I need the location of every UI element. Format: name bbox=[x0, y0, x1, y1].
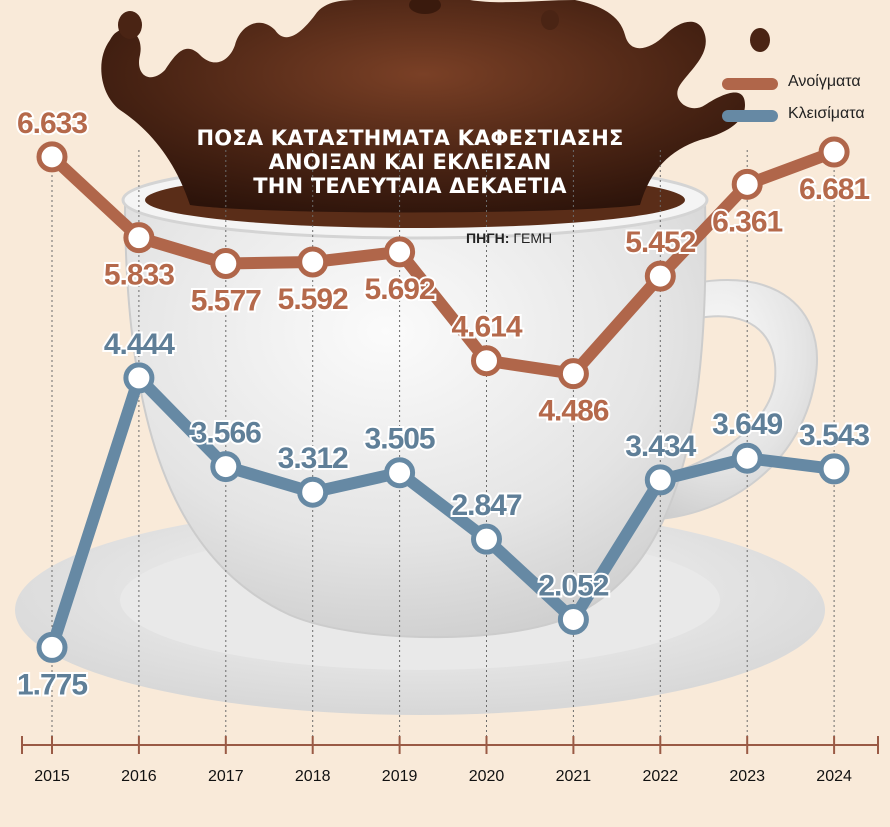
coffee-droplet bbox=[750, 28, 770, 52]
series-points bbox=[36, 136, 850, 663]
data-point-openings bbox=[644, 260, 676, 292]
data-label-openings: 5.592 bbox=[278, 283, 348, 316]
coffee-cup-illustration bbox=[15, 0, 825, 715]
legend-item-openings: Ανοίγματα bbox=[722, 72, 890, 94]
x-tick-label: 2021 bbox=[556, 768, 592, 785]
chart-title-line: ΑΝΟΙΞΑΝ ΚΑΙ ΕΚΛΕΙΣΑΝ bbox=[268, 150, 552, 174]
data-label-openings: 5.692 bbox=[365, 273, 435, 306]
series-line-closings bbox=[46, 371, 841, 654]
legend: Ανοίγματα Κλεισίματα bbox=[722, 72, 890, 136]
data-label-closings: 3.543 bbox=[799, 419, 869, 452]
data-label-openings: 6.633 bbox=[17, 107, 87, 140]
data-point-closings bbox=[471, 523, 502, 555]
data-label-closings: 3.649 bbox=[712, 408, 782, 441]
data-label-openings: 6.361 bbox=[712, 205, 782, 238]
data-label-closings: 3.312 bbox=[278, 442, 348, 475]
x-tick-label: 2023 bbox=[729, 768, 765, 785]
chart-title-line: ΤΗΝ ΤΕΛΕΥΤΑΙΑ ΔΕΚΑΕΤΙΑ bbox=[253, 174, 567, 198]
source-value: ΓΕΜΗ bbox=[513, 230, 553, 246]
data-point-openings bbox=[557, 358, 589, 390]
data-point-openings bbox=[471, 345, 502, 377]
data-label-closings: 2.052 bbox=[538, 569, 608, 602]
legend-label-openings: Ανοίγματα bbox=[788, 73, 861, 90]
data-point-openings bbox=[210, 247, 242, 279]
data-label-closings: 1.775 bbox=[17, 668, 87, 701]
coffee-droplet bbox=[541, 10, 559, 30]
data-point-closings bbox=[384, 457, 416, 489]
x-tick-label: 2015 bbox=[34, 768, 70, 785]
data-label-openings: 4.486 bbox=[538, 395, 608, 428]
chart-title-line: ΠΟΣΑ ΚΑΤΑΣΤΗΜΑΤΑ ΚΑΦΕΣΤΙΑΣΗΣ bbox=[196, 126, 624, 150]
data-point-closings bbox=[818, 453, 850, 485]
x-tick-label: 2018 bbox=[295, 768, 331, 785]
data-label-closings: 4.444 bbox=[104, 328, 175, 361]
cup-body bbox=[123, 199, 707, 639]
x-tick-label: 2017 bbox=[208, 768, 244, 785]
data-point-closings bbox=[36, 631, 68, 663]
x-tick-label: 2019 bbox=[382, 768, 418, 785]
data-point-closings bbox=[210, 451, 242, 483]
data-label-closings: 2.847 bbox=[451, 489, 521, 522]
data-point-openings bbox=[297, 246, 329, 278]
source-label: ΠΗΓΗ: bbox=[466, 230, 510, 246]
data-label-openings: 6.681 bbox=[799, 173, 869, 206]
data-label-closings: 3.505 bbox=[365, 423, 435, 456]
data-label-closings: 3.434 bbox=[625, 430, 696, 463]
legend-label-closings: Κλεισίματα bbox=[788, 105, 865, 122]
data-point-closings bbox=[123, 362, 155, 394]
source-note: ΠΗΓΗ: ΓΕΜΗ bbox=[466, 230, 552, 246]
data-point-openings bbox=[731, 168, 763, 200]
data-point-openings bbox=[36, 141, 68, 173]
series-line-openings bbox=[46, 146, 841, 380]
x-axis bbox=[21, 736, 879, 754]
legend-swatch-openings bbox=[722, 78, 778, 90]
x-tick-label: 2024 bbox=[816, 768, 852, 785]
data-label-openings: 4.614 bbox=[451, 311, 522, 344]
data-point-openings bbox=[123, 222, 155, 254]
legend-item-closings: Κλεισίματα bbox=[722, 104, 890, 126]
x-tick-label: 2016 bbox=[121, 768, 157, 785]
chart-title: ΠΟΣΑ ΚΑΤΑΣΤΗΜΑΤΑ ΚΑΦΕΣΤΙΑΣΗΣ ΑΝΟΙΞΑΝ ΚΑΙ… bbox=[150, 126, 670, 198]
series-lines bbox=[46, 146, 841, 654]
data-point-openings bbox=[384, 236, 416, 268]
coffee-droplet bbox=[409, 0, 441, 14]
data-point-closings bbox=[297, 476, 329, 508]
x-tick-label: 2022 bbox=[643, 768, 679, 785]
data-labels: 6.633 5.833 5.577 5.592 5.692 4.614 4.486 5.452… bbox=[15, 105, 872, 704]
data-point-openings bbox=[818, 136, 850, 168]
data-label-openings: 5.452 bbox=[625, 226, 695, 259]
data-point-closings bbox=[731, 442, 763, 474]
x-tick-label: 2020 bbox=[469, 768, 505, 785]
data-label-closings: 3.566 bbox=[191, 417, 261, 450]
data-label-openings: 5.577 bbox=[191, 284, 261, 317]
legend-swatch-closings bbox=[722, 110, 778, 122]
data-point-closings bbox=[644, 464, 676, 496]
x-tick-labels: 2015 2016 2017 2018 2019 2020 2021 2022 2023 2024 bbox=[34, 768, 852, 785]
data-label-openings: 5.833 bbox=[104, 259, 174, 292]
coffee-droplet bbox=[118, 11, 142, 39]
coffee-splash bbox=[101, 0, 746, 213]
data-point-closings bbox=[557, 603, 589, 635]
